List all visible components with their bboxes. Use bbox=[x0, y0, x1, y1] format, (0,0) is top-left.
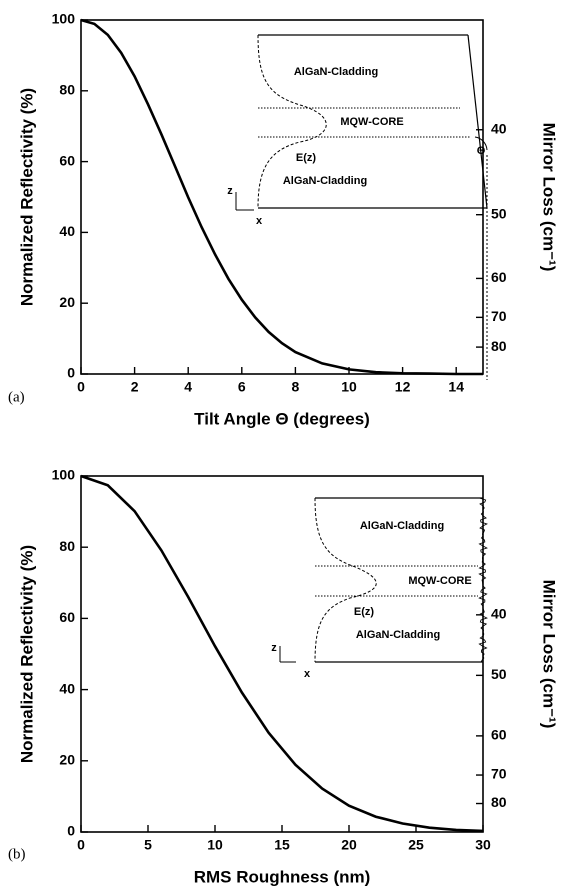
y-tick-label: 40 bbox=[59, 680, 75, 696]
x-tick-label: 14 bbox=[448, 379, 464, 395]
y-tick-label: 20 bbox=[59, 294, 75, 310]
plot-frame bbox=[80, 19, 484, 375]
y2-tick-label: 70 bbox=[491, 766, 507, 782]
y-tick-label: 100 bbox=[52, 11, 76, 27]
y2-tick-label: 80 bbox=[491, 338, 507, 354]
x-tick-label: 15 bbox=[274, 837, 290, 853]
inset-label: Θ bbox=[477, 145, 486, 157]
panel-label: (b) bbox=[8, 846, 26, 862]
inset-label: AlGaN-Cladding bbox=[294, 66, 378, 78]
inset-label: E(z) bbox=[354, 606, 375, 618]
y2-tick-label: 70 bbox=[491, 308, 507, 324]
x-tick-label: 0 bbox=[77, 837, 85, 853]
y2-tick-label: 60 bbox=[491, 269, 507, 285]
y-axis-title: Normalized Reflectivity (%) bbox=[17, 545, 36, 763]
y2-axis-title: Mirror Loss (cm⁻¹) bbox=[540, 123, 559, 272]
x-tick-label: 6 bbox=[238, 379, 246, 395]
y-tick-label: 0 bbox=[67, 365, 75, 381]
curve bbox=[80, 474, 484, 833]
x-axis-title: RMS Roughness (nm) bbox=[194, 867, 371, 886]
inset-label: x bbox=[304, 668, 311, 680]
y-tick-label: 60 bbox=[59, 609, 75, 625]
x-tick-label: 8 bbox=[292, 379, 300, 395]
y-tick-label: 80 bbox=[59, 538, 75, 554]
x-axis-title: Tilt Angle Θ (degrees) bbox=[194, 409, 370, 428]
x-tick-label: 12 bbox=[395, 379, 411, 395]
x-tick-label: 25 bbox=[408, 837, 424, 853]
inset-a bbox=[235, 34, 488, 380]
x-tick-label: 20 bbox=[341, 837, 357, 853]
inset-label: AlGaN-Cladding bbox=[360, 520, 444, 532]
y-tick-label: 100 bbox=[52, 467, 76, 483]
inset-b bbox=[279, 497, 488, 663]
y2-tick-label: 40 bbox=[491, 606, 507, 622]
x-tick-label: 5 bbox=[144, 837, 152, 853]
panel-label: (a) bbox=[8, 389, 25, 405]
x-tick-label: 10 bbox=[207, 837, 223, 853]
x-tick-label: 4 bbox=[184, 379, 192, 395]
y-tick-label: 20 bbox=[59, 752, 75, 768]
y2-tick-label: 50 bbox=[491, 666, 507, 682]
x-tick-label: 2 bbox=[131, 379, 139, 395]
y-tick-label: 0 bbox=[67, 823, 75, 839]
y2-axis-title: Mirror Loss (cm⁻¹) bbox=[540, 580, 559, 729]
x-tick-label: 10 bbox=[341, 379, 357, 395]
inset-label: AlGaN-Cladding bbox=[283, 175, 367, 187]
inset-label: MQW-CORE bbox=[408, 575, 471, 587]
inset-label: z bbox=[227, 185, 233, 197]
y-axis-title: Normalized Reflectivity (%) bbox=[17, 88, 36, 306]
inset-label: AlGaN-Cladding bbox=[356, 629, 440, 641]
x-tick-label: 30 bbox=[475, 837, 491, 853]
inset-label: MQW-CORE bbox=[340, 116, 403, 128]
y2-tick-label: 60 bbox=[491, 727, 507, 743]
y2-tick-label: 40 bbox=[491, 120, 507, 136]
y2-tick-label: 80 bbox=[491, 794, 507, 810]
y-tick-label: 80 bbox=[59, 82, 75, 98]
curve bbox=[80, 18, 483, 376]
inset-label: z bbox=[271, 642, 277, 654]
inset-label: E(z) bbox=[296, 152, 317, 164]
y-tick-label: 40 bbox=[59, 223, 75, 239]
inset-label: x bbox=[256, 215, 263, 227]
x-tick-label: 0 bbox=[77, 379, 85, 395]
y2-tick-label: 50 bbox=[491, 205, 507, 221]
y-tick-label: 60 bbox=[59, 152, 75, 168]
